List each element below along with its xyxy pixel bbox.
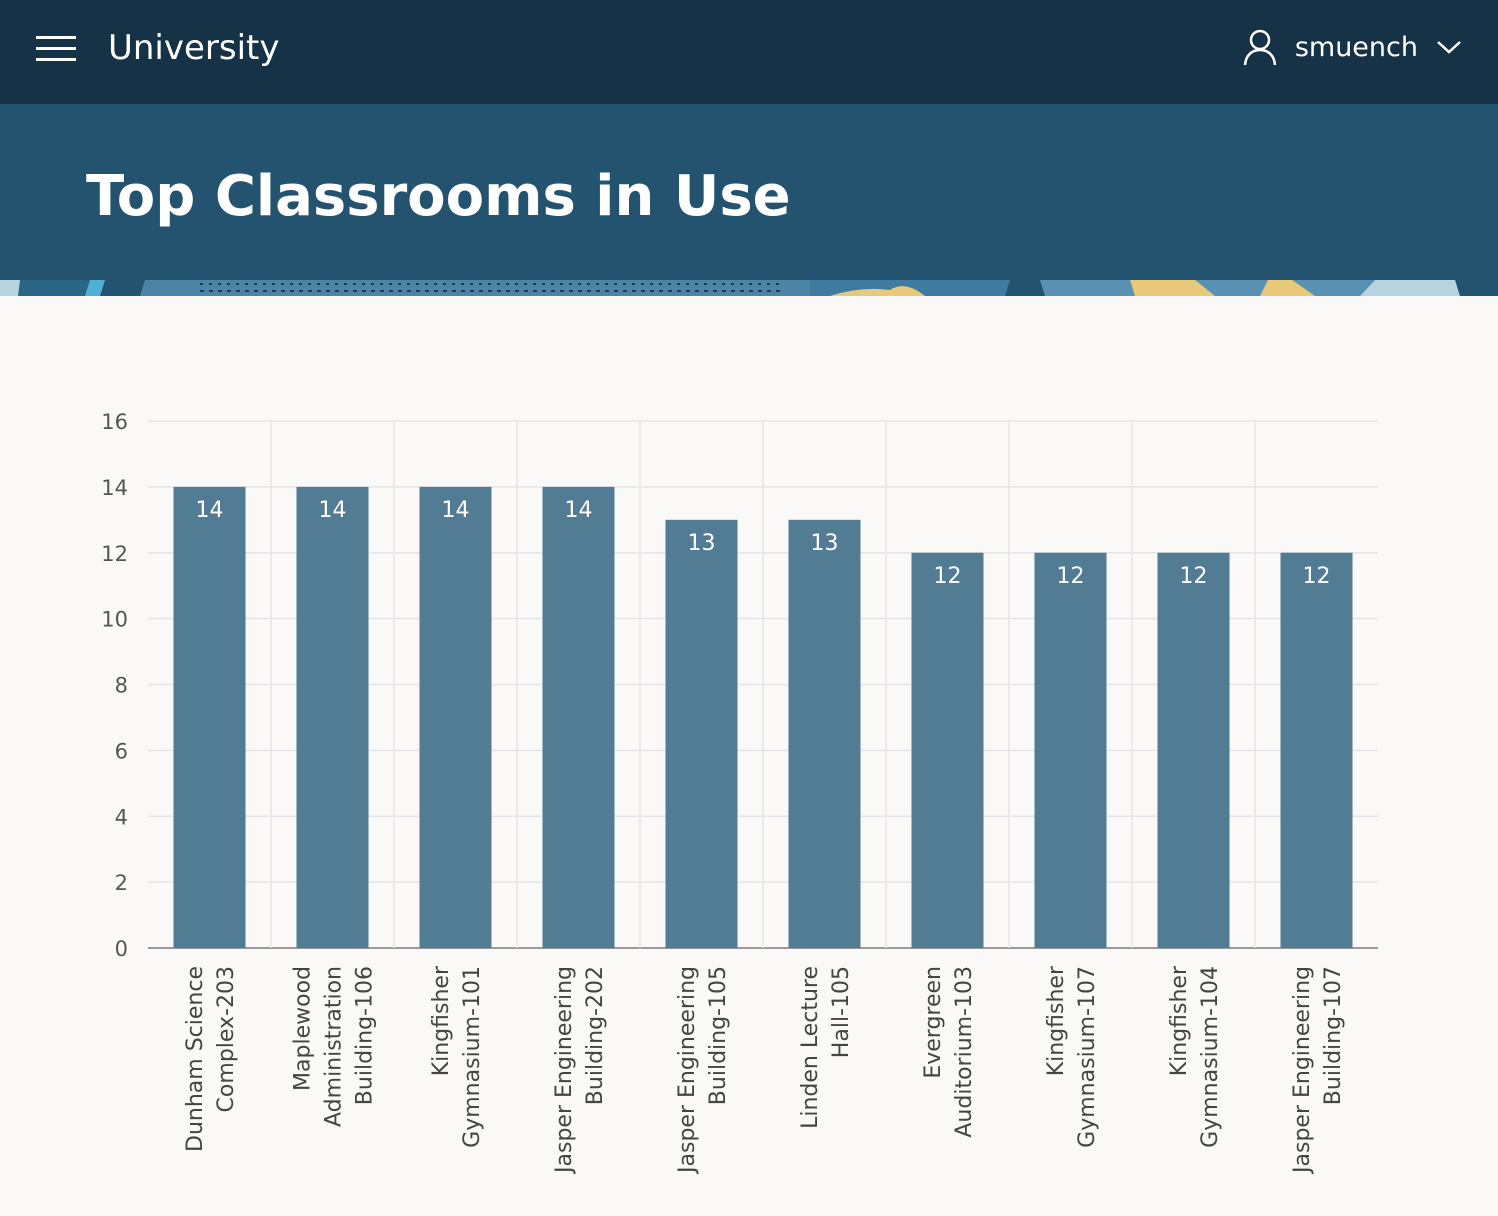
- chevron-down-icon: [1437, 41, 1461, 54]
- x-tick-label: Hall-105: [829, 966, 854, 1058]
- bar: [419, 486, 492, 948]
- y-tick-label: 0: [115, 937, 128, 961]
- y-tick-label: 12: [101, 542, 128, 566]
- bar: [788, 519, 861, 948]
- x-tick-label: Evergreen: [921, 966, 946, 1079]
- x-tick-label: Administration: [322, 966, 347, 1127]
- hero-banner: Top Classrooms in Use: [0, 104, 1498, 280]
- data-label: 14: [565, 498, 593, 523]
- bar: [1280, 552, 1353, 948]
- x-tick-label: Gymnasium-107: [1075, 966, 1100, 1148]
- x-tick-label: Gymnasium-104: [1198, 966, 1223, 1148]
- x-tick-label: Kingfisher: [1167, 965, 1192, 1076]
- data-label: 12: [1303, 564, 1331, 589]
- x-tick-label: Building-105: [706, 966, 731, 1105]
- menu-icon[interactable]: [36, 36, 76, 62]
- x-tick-label: Gymnasium-101: [460, 966, 485, 1148]
- y-tick-label: 2: [115, 871, 128, 895]
- x-tick-label: Complex-203: [214, 966, 239, 1112]
- y-tick-label: 4: [115, 805, 128, 829]
- x-tick-label: Auditorium-103: [952, 966, 977, 1138]
- page-title: Top Classrooms in Use: [86, 164, 791, 229]
- data-label: 14: [196, 498, 224, 523]
- bar: [665, 519, 738, 948]
- user-icon: [1243, 29, 1277, 66]
- data-label: 13: [688, 531, 716, 556]
- y-tick-label: 16: [101, 410, 128, 434]
- x-tick-label: Kingfisher: [1044, 965, 1069, 1076]
- x-tick-label: Jasper Engineering: [552, 966, 577, 1175]
- data-label: 12: [1180, 564, 1208, 589]
- data-label: 12: [1057, 564, 1085, 589]
- y-tick-label: 6: [115, 739, 128, 763]
- bar: [911, 552, 984, 948]
- top-bar: University smuench: [0, 0, 1498, 104]
- data-label: 13: [811, 531, 839, 556]
- x-tick-label: Building-106: [353, 966, 378, 1105]
- app-title[interactable]: University: [108, 28, 280, 68]
- data-label: 14: [442, 498, 470, 523]
- x-tick-label: Maplewood: [291, 966, 316, 1091]
- y-tick-label: 8: [115, 674, 128, 698]
- data-label: 12: [934, 564, 962, 589]
- bar: [1157, 552, 1230, 948]
- x-tick-label: Linden Lecture: [798, 966, 823, 1129]
- x-tick-label: Kingfisher: [429, 965, 454, 1076]
- bar: [173, 486, 246, 948]
- bar: [1034, 552, 1107, 948]
- x-tick-label: Building-202: [583, 966, 608, 1105]
- data-label: 14: [319, 498, 347, 523]
- x-tick-label: Dunham Science: [183, 966, 208, 1152]
- user-menu[interactable]: smuench: [1243, 28, 1462, 66]
- x-tick-label: Jasper Engineering: [1290, 966, 1315, 1175]
- x-tick-label: Building-107: [1321, 966, 1346, 1105]
- y-tick-label: 14: [101, 476, 128, 500]
- y-tick-label: 10: [101, 608, 128, 632]
- x-tick-label: Jasper Engineering: [675, 966, 700, 1175]
- bar: [296, 486, 369, 948]
- decorative-banner-art: [0, 280, 1498, 296]
- username: smuench: [1294, 31, 1418, 63]
- bar: [542, 486, 615, 948]
